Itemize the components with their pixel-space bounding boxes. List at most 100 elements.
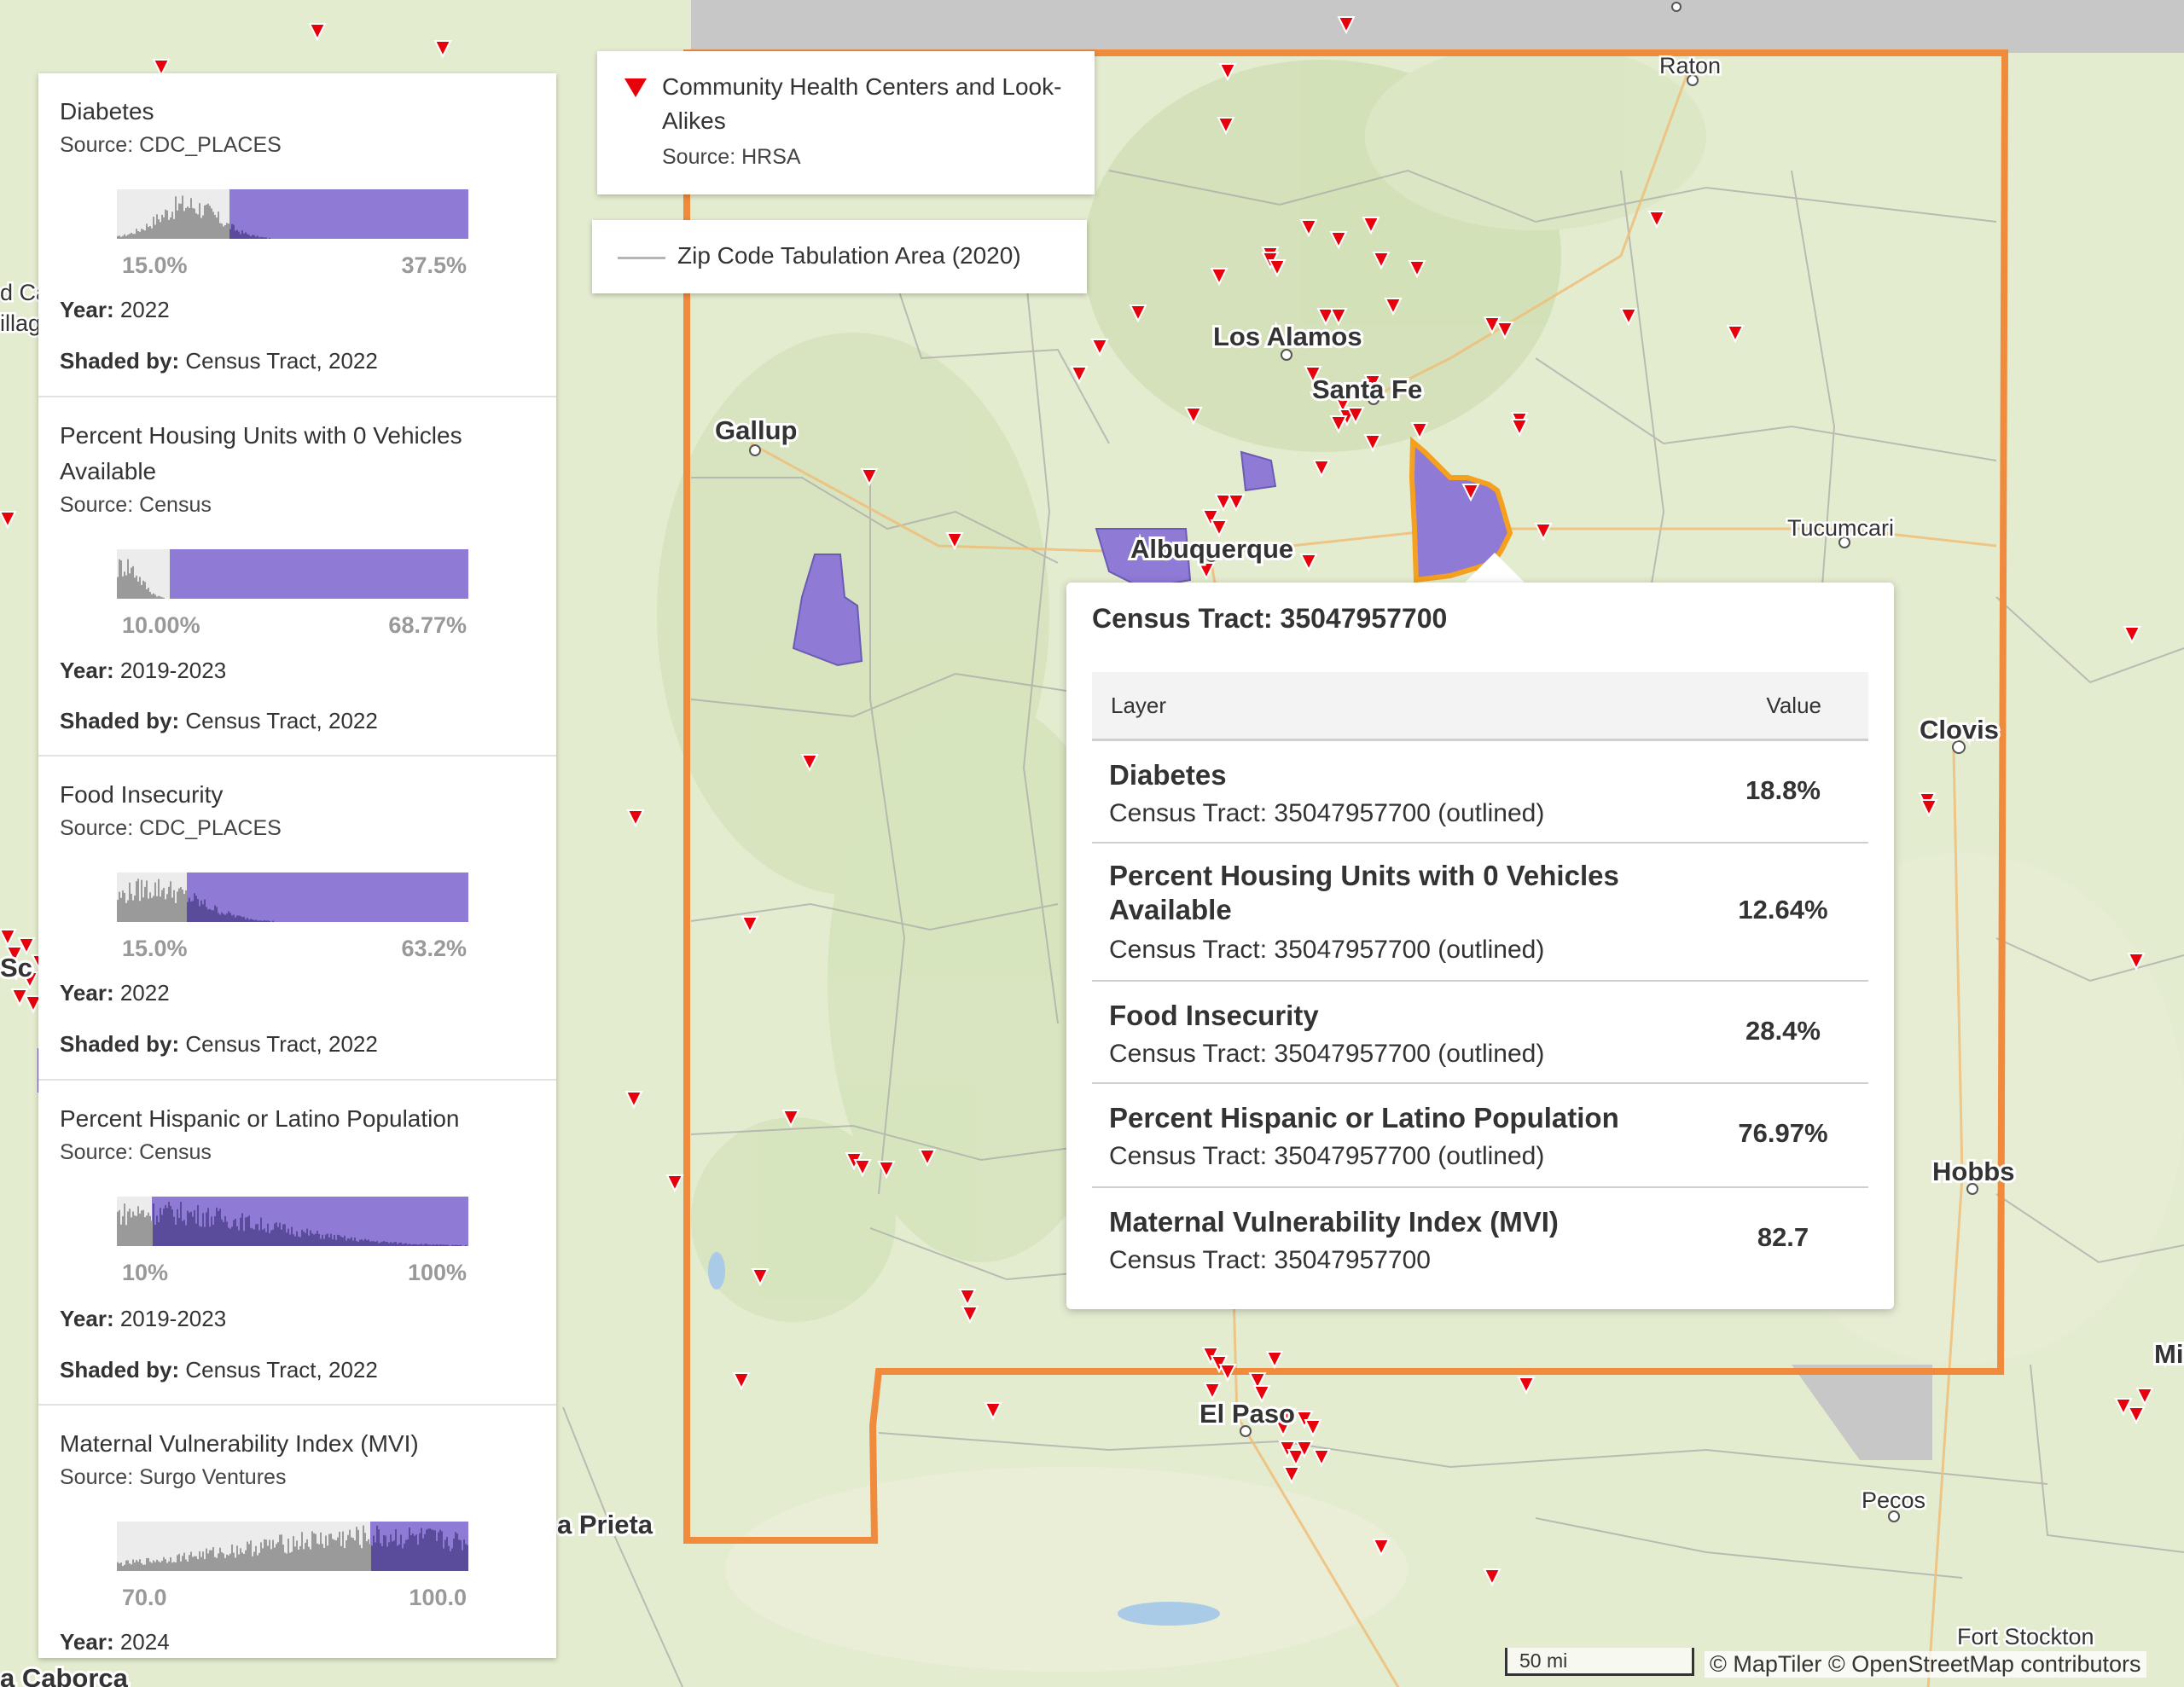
histogram-bar <box>211 1216 212 1246</box>
histogram-bar <box>216 217 218 239</box>
histogram-bar <box>235 230 236 239</box>
histogram-bar <box>120 1224 122 1246</box>
zcta-legend-label: Zip Code Tabulation Area (2020) <box>677 242 1021 269</box>
selected-tract-outline[interactable] <box>1409 436 1513 583</box>
histogram-bar <box>262 1548 264 1571</box>
histogram-bar <box>221 1551 223 1571</box>
histogram-bar <box>144 1564 146 1571</box>
histogram-bar <box>368 1539 369 1571</box>
histogram-bar <box>284 1224 286 1246</box>
histogram-bar <box>136 1560 137 1571</box>
row-layer-sub: Census Tract: 35047957700 (outlined) <box>1109 1142 1545 1170</box>
histogram-bar <box>375 1542 376 1571</box>
histogram-bar <box>142 897 144 922</box>
histogram-bar <box>385 1242 386 1246</box>
histogram-bar <box>171 897 173 922</box>
popup-table-header: Layer Value <box>1092 672 1868 741</box>
histogram-bar <box>146 588 148 599</box>
histogram-bar <box>264 919 265 922</box>
legend-max: 37.5% <box>401 252 467 278</box>
histogram-bar <box>241 229 243 239</box>
histogram-bar <box>132 1559 134 1571</box>
histogram-bar <box>183 1552 185 1571</box>
histogram-bar <box>395 1242 397 1246</box>
histogram-bar <box>223 1221 224 1246</box>
histogram-bar <box>327 1545 328 1571</box>
census-tract-popup[interactable]: Census Tract: 35047957700 Layer Value Di… <box>1066 583 1894 1309</box>
histogram-bar <box>282 1224 284 1246</box>
histogram-bar <box>218 212 219 239</box>
histogram-bar <box>177 1555 178 1571</box>
histogram-bar <box>318 1544 320 1571</box>
histogram-bar <box>177 210 178 239</box>
histogram-bar <box>125 902 127 922</box>
histogram-bar <box>171 212 173 239</box>
city-label-tucumcari: Tucumcari <box>1787 515 1894 541</box>
histogram-bar <box>279 1534 281 1571</box>
histogram-bar <box>293 1234 294 1246</box>
histogram-bar <box>417 1545 419 1571</box>
histogram-bar <box>158 595 160 599</box>
histogram-bar <box>409 1244 410 1246</box>
histogram-bar <box>463 1539 465 1571</box>
legend-year: Year: 2022 <box>60 980 170 1006</box>
histogram-bar <box>144 230 146 239</box>
histogram-bar <box>117 900 119 922</box>
row-layer-name: Percent Housing Units with 0 Vehicles Av… <box>1109 860 1619 925</box>
legend-card-diabetes[interactable]: Diabetes Source: CDC_PLACES 15.0% 37.5% … <box>38 73 556 397</box>
histogram-bar <box>228 1227 229 1246</box>
histogram-bar <box>200 1226 202 1246</box>
histogram-bar <box>325 1234 327 1246</box>
histogram-bar <box>197 1204 199 1246</box>
histogram-bar <box>190 1551 192 1571</box>
histogram-bar <box>183 211 185 239</box>
legend-panel[interactable]: Diabetes Source: CDC_PLACES 15.0% 37.5% … <box>38 73 556 1658</box>
legend-min: 10% <box>122 1260 169 1285</box>
histogram-bar <box>274 1547 276 1571</box>
histogram-bar <box>335 1239 337 1246</box>
histogram-bar <box>238 1554 240 1571</box>
legend-card-mvi[interactable]: Maternal Vulnerability Index (MVI) Sourc… <box>38 1406 556 1658</box>
row-layer-name: Percent Hispanic or Latino Population <box>1109 1102 1619 1133</box>
histogram-bar <box>330 1533 332 1571</box>
legend-year: Year: 2024 <box>60 1629 170 1655</box>
histogram-bar <box>206 1212 207 1246</box>
histogram-bar <box>322 1544 323 1571</box>
histogram-bar <box>206 907 207 922</box>
histogram-bar <box>187 1210 189 1246</box>
histogram-bar <box>352 1538 354 1571</box>
region-grey-top <box>691 0 2184 53</box>
histogram-bar <box>250 1540 252 1571</box>
histogram-bar <box>291 1551 293 1571</box>
histogram-bar <box>421 1528 422 1571</box>
histogram-bar <box>180 203 182 239</box>
histogram-bar <box>262 1229 264 1246</box>
histogram-bar <box>436 1244 438 1246</box>
histogram-bar <box>136 575 137 599</box>
histogram-bar <box>286 1232 288 1246</box>
histogram-bar <box>148 227 149 239</box>
histogram-bar <box>171 1209 173 1246</box>
histogram-bar <box>158 1222 160 1246</box>
histogram-bar <box>340 1236 342 1246</box>
histogram-bar <box>141 584 142 599</box>
histogram-bar <box>240 234 241 239</box>
histogram-bar <box>122 235 124 239</box>
legend-card-no-vehicles[interactable]: Percent Housing Units with 0 Vehicles Av… <box>38 397 556 757</box>
histogram-bar <box>349 1529 351 1571</box>
histogram-bar <box>381 1241 383 1246</box>
histogram-bar <box>426 1244 427 1246</box>
histogram-bar <box>163 1557 165 1571</box>
histogram-bar <box>190 1211 192 1246</box>
legend-card-hispanic[interactable]: Percent Hispanic or Latino Population So… <box>38 1081 556 1406</box>
legend-card-food-insecurity[interactable]: Food Insecurity Source: CDC_PLACES 15.0%… <box>38 757 556 1081</box>
histogram-bar <box>393 1540 395 1571</box>
map-attribution: © MapTiler © OpenStreetMap contributors <box>1705 1651 2146 1678</box>
histogram-bar <box>183 894 185 922</box>
histogram-bar <box>236 1545 238 1571</box>
legend-shaded-by: Shaded by: Census Tract, 2022 <box>60 708 378 733</box>
histogram-bar <box>245 919 247 922</box>
histogram-bar <box>424 1533 426 1571</box>
histogram-bar <box>328 1237 330 1246</box>
histogram-bar <box>165 1559 166 1571</box>
